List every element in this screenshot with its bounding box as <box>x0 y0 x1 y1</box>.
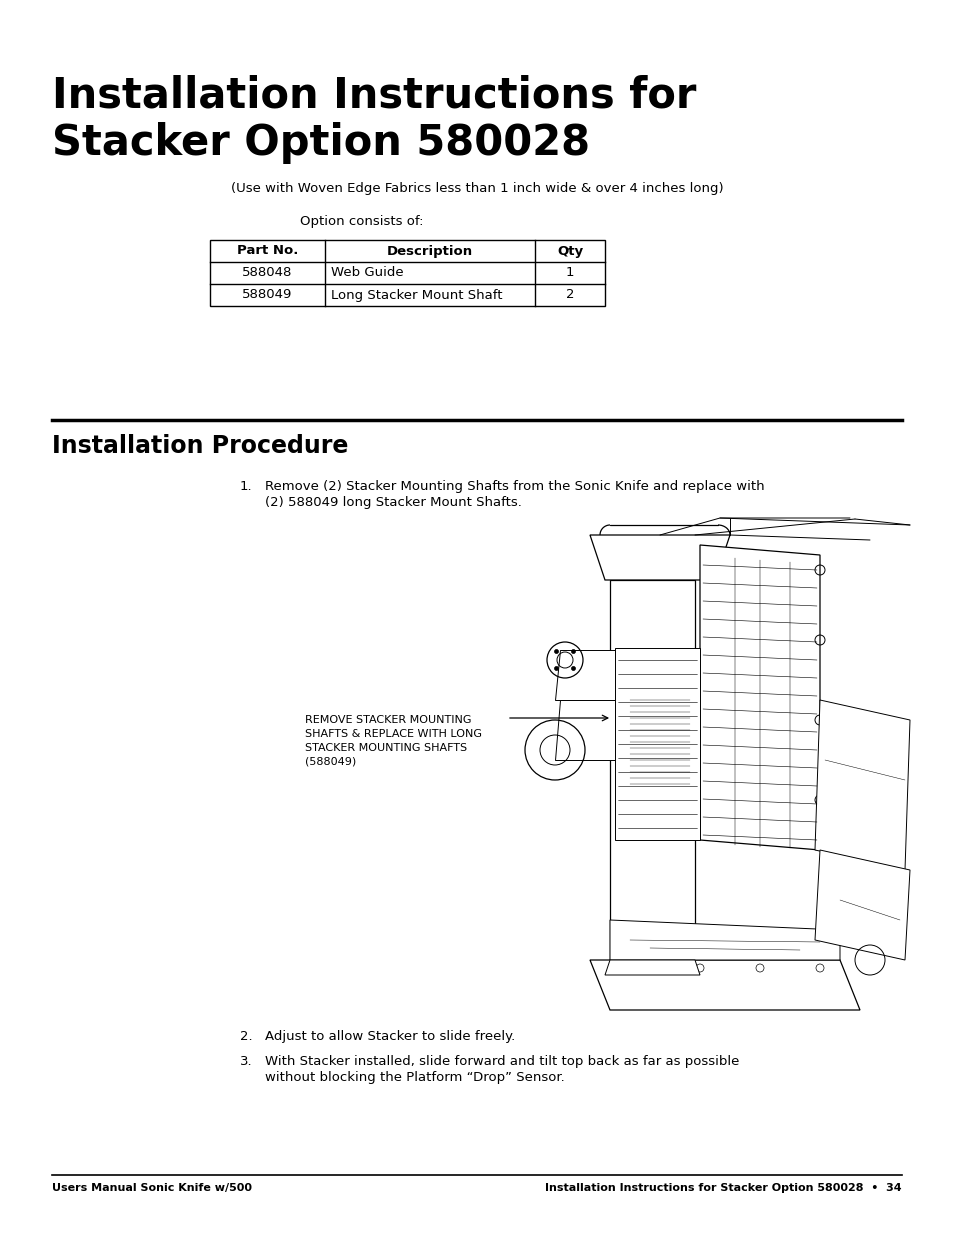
Text: Users Manual Sonic Knife w/500: Users Manual Sonic Knife w/500 <box>52 1183 253 1193</box>
Text: Long Stacker Mount Shaft: Long Stacker Mount Shaft <box>331 289 502 301</box>
Text: 588049: 588049 <box>242 289 293 301</box>
Circle shape <box>554 667 558 671</box>
Text: 3.: 3. <box>240 1055 253 1068</box>
Text: Qty: Qty <box>557 245 582 258</box>
Polygon shape <box>814 700 909 869</box>
Text: without blocking the Platform “Drop” Sensor.: without blocking the Platform “Drop” Sen… <box>265 1071 564 1084</box>
Text: SHAFTS & REPLACE WITH LONG: SHAFTS & REPLACE WITH LONG <box>305 729 481 739</box>
Text: 2: 2 <box>565 289 574 301</box>
Text: Stacker Option 580028: Stacker Option 580028 <box>52 122 590 164</box>
Text: Adjust to allow Stacker to slide freely.: Adjust to allow Stacker to slide freely. <box>265 1030 515 1044</box>
Text: Installation Procedure: Installation Procedure <box>52 433 349 458</box>
Text: With Stacker installed, slide forward and tilt top back as far as possible: With Stacker installed, slide forward an… <box>265 1055 739 1068</box>
Circle shape <box>571 650 575 653</box>
Text: 2.: 2. <box>240 1030 253 1044</box>
Circle shape <box>571 667 575 671</box>
Text: STACKER MOUNTING SHAFTS: STACKER MOUNTING SHAFTS <box>305 743 467 753</box>
Text: Remove (2) Stacker Mounting Shafts from the Sonic Knife and replace with: Remove (2) Stacker Mounting Shafts from … <box>265 480 763 493</box>
Polygon shape <box>555 700 615 760</box>
Text: Part No.: Part No. <box>236 245 298 258</box>
Text: (588049): (588049) <box>305 757 355 767</box>
Polygon shape <box>589 960 859 1010</box>
Text: Installation Instructions for: Installation Instructions for <box>52 75 696 117</box>
Text: Web Guide: Web Guide <box>331 267 403 279</box>
Polygon shape <box>609 920 840 960</box>
Polygon shape <box>609 580 695 974</box>
Polygon shape <box>589 535 729 580</box>
Text: Description: Description <box>387 245 473 258</box>
Text: Installation Instructions for Stacker Option 580028  •  34: Installation Instructions for Stacker Op… <box>544 1183 901 1193</box>
Polygon shape <box>814 850 909 960</box>
Bar <box>210 240 604 306</box>
Polygon shape <box>604 960 700 974</box>
Polygon shape <box>555 650 615 700</box>
Text: (2) 588049 long Stacker Mount Shafts.: (2) 588049 long Stacker Mount Shafts. <box>265 496 521 509</box>
Text: Option consists of:: Option consists of: <box>299 215 423 228</box>
Polygon shape <box>700 545 820 850</box>
Polygon shape <box>615 648 700 840</box>
Circle shape <box>554 650 558 653</box>
Text: 1: 1 <box>565 267 574 279</box>
Text: REMOVE STACKER MOUNTING: REMOVE STACKER MOUNTING <box>305 715 471 725</box>
Text: 1.: 1. <box>240 480 253 493</box>
Text: (Use with Woven Edge Fabrics less than 1 inch wide & over 4 inches long): (Use with Woven Edge Fabrics less than 1… <box>231 182 722 195</box>
Text: 588048: 588048 <box>242 267 293 279</box>
